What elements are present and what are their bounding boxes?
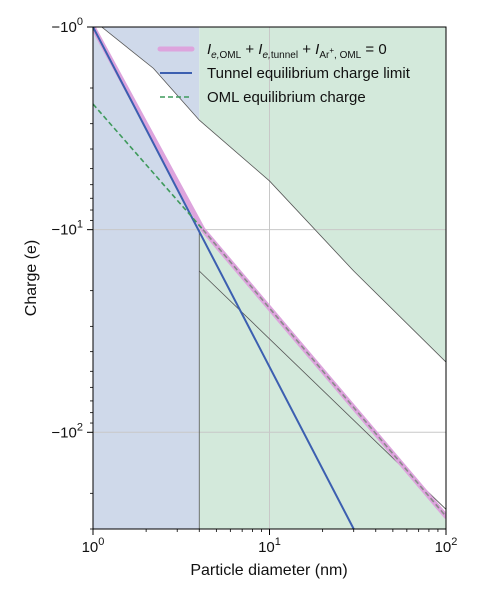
y-axis-ticks: −100 −101 −102 (51, 16, 93, 530)
upper-boundary-line (101, 27, 446, 363)
legend-item: OML equilibrium charge (160, 89, 366, 106)
x-axis-label: Particle diameter (nm) (190, 562, 347, 579)
x-axis-ticks: 100 101 102 (82, 529, 458, 556)
y-axis-label: Charge (e) (23, 240, 40, 316)
series-lines (93, 27, 446, 529)
legend-item: Tunnel equilibrium charge limit (160, 65, 411, 82)
legend: Ie,OML + Ie,tunnel + IAr+, OML = 0 Tunnel… (157, 41, 411, 106)
y-tick-label: −100 (51, 16, 83, 36)
legend-label: OML equilibrium charge (207, 89, 366, 106)
y-tick-label: −102 (51, 421, 83, 441)
oml-charge-line (93, 103, 204, 231)
x-tick-label: 102 (435, 536, 458, 556)
tunnel-limit-line (93, 27, 355, 529)
legend-label: Tunnel equilibrium charge limit (207, 65, 411, 82)
legend-label: Ie,OML + Ie,tunnel + IAr+, OML = 0 (207, 41, 387, 61)
legend-item: Ie,OML + Ie,tunnel + IAr+, OML = 0 (157, 41, 387, 61)
y-tick-label: −101 (51, 219, 83, 239)
plot-area (93, 27, 446, 529)
x-tick-label: 101 (258, 536, 281, 556)
grid (93, 27, 446, 529)
oml-charge-extension-line (202, 229, 446, 517)
x-tick-label: 100 (82, 536, 105, 556)
